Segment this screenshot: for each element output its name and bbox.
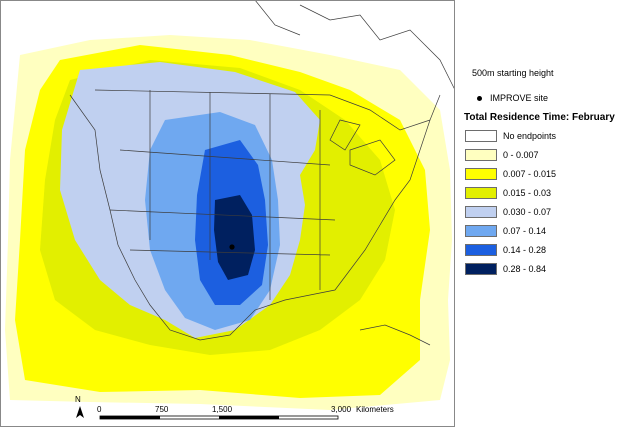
- legend-label: 0.07 - 0.14: [503, 226, 547, 236]
- legend-label: 0.28 - 0.84: [503, 264, 547, 274]
- scale-unit: Kilometers: [356, 405, 394, 414]
- legend-swatch: [465, 187, 497, 199]
- scale-tick-1: 750: [155, 405, 169, 414]
- improve-site-icon: [477, 96, 482, 101]
- legend-label: 0.14 - 0.28: [503, 245, 547, 255]
- legend-swatch: [465, 149, 497, 161]
- improve-site-marker: [229, 244, 235, 250]
- legend-title: Total Residence Time: February: [464, 112, 615, 123]
- boundaries: [69, 0, 455, 346]
- improve-site-label: IMPROVE site: [490, 93, 549, 103]
- scale-tick-3: 3,000: [331, 405, 352, 414]
- legend-swatch: [465, 168, 497, 180]
- north-arrow-label: N: [75, 395, 81, 404]
- scale-tick-2: 1,500: [212, 405, 233, 414]
- legend-swatch: [465, 130, 497, 142]
- legend-swatch: [465, 206, 497, 218]
- legend-swatch: [465, 244, 497, 256]
- legend-swatch: [465, 263, 497, 275]
- legend-label: 0.030 - 0.07: [503, 207, 552, 217]
- residence-time-map: N 0 750 1,500 3,000 Kilometers: [0, 0, 455, 427]
- legend-label: 0 - 0.007: [503, 150, 539, 160]
- legend-swatch: [465, 225, 497, 237]
- legend-label: 0.007 - 0.015: [503, 169, 557, 179]
- scale-tick-0: 0: [97, 405, 102, 414]
- legend-label: 0.015 - 0.03: [503, 188, 552, 198]
- north-arrow-icon: [76, 406, 84, 418]
- scale-bar: [99, 415, 339, 420]
- legend-panel: 500m starting height IMPROVE site Total …: [463, 0, 635, 427]
- starting-height-note: 500m starting height: [472, 68, 554, 78]
- legend-label: No endpoints: [503, 131, 557, 141]
